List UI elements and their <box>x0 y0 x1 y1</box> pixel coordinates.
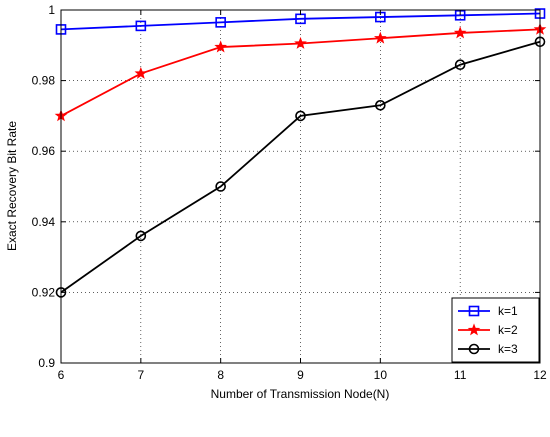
x-tick-label: 8 <box>217 368 224 382</box>
data-point-circle <box>215 181 226 192</box>
data-point-circle <box>454 59 466 71</box>
x-axis-title: Number of Transmission Node(N) <box>211 387 390 401</box>
legend-label: k=1 <box>498 304 518 318</box>
data-point-star <box>467 323 481 336</box>
series-line <box>60 40 541 294</box>
legend-box <box>451 297 540 363</box>
legend-label: k=2 <box>498 323 518 337</box>
legend-label: k=3 <box>498 342 518 356</box>
ticks: 6 7 8 9 10 11 12 0.9 0.92 0.94 0.96 0.98 1 <box>32 3 547 382</box>
legend: k=1 k=2 k=3 <box>451 297 540 363</box>
data-point-circle <box>375 100 386 111</box>
y-axis-title: Exact Recovery Bit Rate <box>5 121 19 251</box>
data-point-square <box>135 20 147 32</box>
legend-entry: k=3 <box>458 342 518 356</box>
y-tick-label: 0.98 <box>32 74 56 88</box>
series-layer <box>54 8 547 298</box>
y-tick-label: 0.94 <box>32 215 56 229</box>
y-tick-label: 0.92 <box>32 285 56 299</box>
y-tick-label: 0.9 <box>38 356 55 370</box>
x-tick-label: 10 <box>374 368 388 382</box>
data-point-square <box>215 17 226 28</box>
x-tick-label: 7 <box>137 368 144 382</box>
data-point-star <box>294 36 307 49</box>
data-point-circle <box>468 343 480 355</box>
series-line <box>60 12 541 31</box>
x-tick-label: 6 <box>58 368 65 382</box>
x-tick-label: 11 <box>454 368 467 382</box>
data-point-circle <box>295 110 306 122</box>
y-tick-label: 0.96 <box>32 144 56 158</box>
x-tick-label: 12 <box>533 368 547 382</box>
data-point-circle <box>135 230 147 242</box>
data-point-star <box>214 40 227 53</box>
y-tick-label: 1 <box>48 3 55 17</box>
data-point-square <box>468 305 480 317</box>
x-tick-label: 9 <box>297 368 304 382</box>
data-point-star <box>374 31 387 44</box>
data-point-star <box>453 26 467 39</box>
data-point-star <box>134 66 148 79</box>
legend-entry: k=1 <box>458 304 518 318</box>
legend-entry: k=2 <box>458 323 518 337</box>
